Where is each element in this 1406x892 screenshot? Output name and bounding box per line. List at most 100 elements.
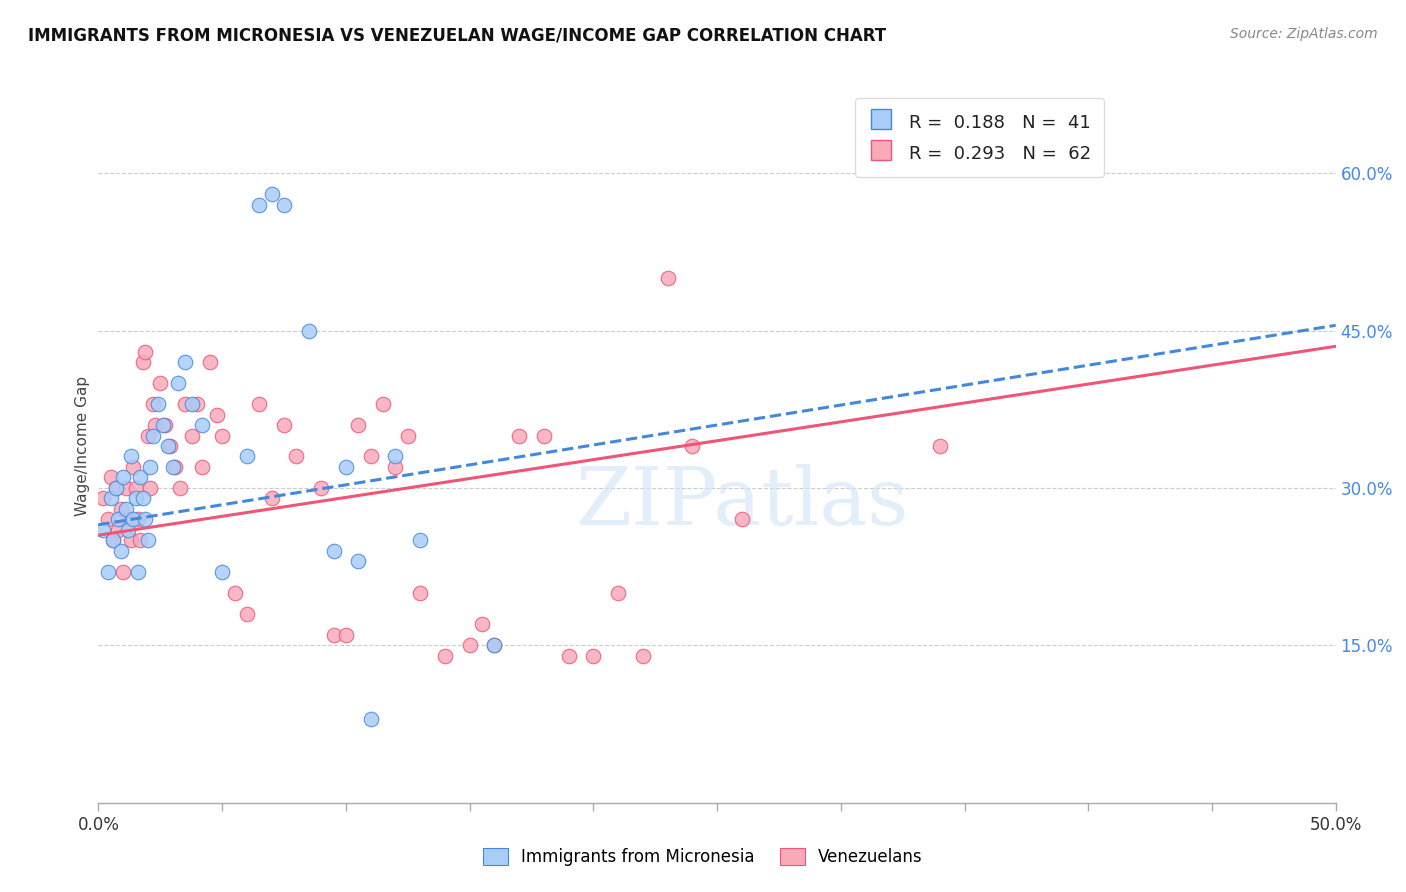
Point xyxy=(322,628,344,642)
Point xyxy=(110,502,132,516)
Point xyxy=(143,417,166,432)
Point xyxy=(607,586,630,600)
Point xyxy=(557,648,579,663)
Point xyxy=(181,428,204,442)
Point xyxy=(129,470,152,484)
Point xyxy=(731,512,754,526)
Point xyxy=(205,408,228,422)
Point xyxy=(142,397,165,411)
Point xyxy=(360,712,382,726)
Point xyxy=(112,565,135,579)
Point xyxy=(273,197,295,211)
Point xyxy=(103,533,125,548)
Point xyxy=(162,460,184,475)
Point xyxy=(97,565,120,579)
Point xyxy=(165,460,187,475)
Point xyxy=(681,439,703,453)
Point xyxy=(122,460,145,475)
Point xyxy=(174,397,197,411)
Point xyxy=(224,586,246,600)
Point xyxy=(928,439,950,453)
Point xyxy=(107,523,129,537)
Point xyxy=(236,450,259,464)
Point xyxy=(322,544,344,558)
Point xyxy=(120,533,142,548)
Point xyxy=(191,417,214,432)
Point xyxy=(335,628,357,642)
Point xyxy=(152,417,174,432)
Point xyxy=(298,324,321,338)
Point xyxy=(169,481,191,495)
Point xyxy=(112,470,135,484)
Point xyxy=(371,397,394,411)
Point xyxy=(139,481,162,495)
Point xyxy=(433,648,456,663)
Y-axis label: Wage/Income Gap: Wage/Income Gap xyxy=(75,376,90,516)
Point xyxy=(360,450,382,464)
Point xyxy=(134,512,156,526)
Point xyxy=(149,376,172,390)
Legend: Immigrants from Micronesia, Venezuelans: Immigrants from Micronesia, Venezuelans xyxy=(475,840,931,875)
Point xyxy=(236,607,259,621)
Point xyxy=(335,460,357,475)
Point xyxy=(97,512,120,526)
Point xyxy=(657,271,679,285)
Text: IMMIGRANTS FROM MICRONESIA VS VENEZUELAN WAGE/INCOME GAP CORRELATION CHART: IMMIGRANTS FROM MICRONESIA VS VENEZUELAN… xyxy=(28,27,886,45)
Point xyxy=(409,586,432,600)
Point xyxy=(129,533,152,548)
Point xyxy=(120,450,142,464)
Point xyxy=(181,397,204,411)
Point xyxy=(508,428,530,442)
Point xyxy=(582,648,605,663)
Point xyxy=(155,417,177,432)
Point xyxy=(409,533,432,548)
Point xyxy=(134,344,156,359)
Point xyxy=(146,397,169,411)
Point xyxy=(132,355,155,369)
Point xyxy=(396,428,419,442)
Point xyxy=(159,439,181,453)
Point xyxy=(117,523,139,537)
Point xyxy=(103,533,125,548)
Point xyxy=(104,481,127,495)
Text: Source: ZipAtlas.com: Source: ZipAtlas.com xyxy=(1230,27,1378,41)
Point xyxy=(384,460,406,475)
Point xyxy=(347,417,370,432)
Point xyxy=(186,397,208,411)
Point xyxy=(93,523,115,537)
Point xyxy=(247,197,270,211)
Point xyxy=(117,512,139,526)
Point xyxy=(191,460,214,475)
Point xyxy=(166,376,188,390)
Point xyxy=(260,187,283,202)
Point xyxy=(260,491,283,506)
Point xyxy=(484,639,506,653)
Point xyxy=(156,439,179,453)
Point xyxy=(174,355,197,369)
Point xyxy=(127,565,149,579)
Point xyxy=(136,428,159,442)
Point xyxy=(114,481,136,495)
Legend: R =  0.188   N =  41, R =  0.293   N =  62: R = 0.188 N = 41, R = 0.293 N = 62 xyxy=(855,98,1104,177)
Point xyxy=(384,450,406,464)
Point xyxy=(309,481,332,495)
Point xyxy=(124,481,146,495)
Point xyxy=(100,470,122,484)
Point xyxy=(110,544,132,558)
Point xyxy=(533,428,555,442)
Point xyxy=(247,397,270,411)
Point xyxy=(136,533,159,548)
Point xyxy=(100,491,122,506)
Point xyxy=(132,491,155,506)
Point xyxy=(285,450,308,464)
Point xyxy=(484,639,506,653)
Text: ZIPatlas: ZIPatlas xyxy=(575,464,908,542)
Point xyxy=(211,428,233,442)
Point xyxy=(114,502,136,516)
Point xyxy=(347,554,370,568)
Point xyxy=(93,491,115,506)
Point xyxy=(471,617,494,632)
Point xyxy=(122,512,145,526)
Point xyxy=(273,417,295,432)
Point xyxy=(107,512,129,526)
